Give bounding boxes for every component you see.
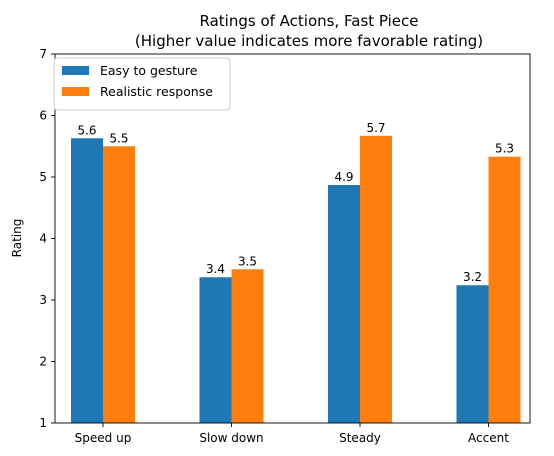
x-tick-label: Steady xyxy=(339,431,381,445)
y-tick-label: 2 xyxy=(39,355,47,369)
x-tick-label: Accent xyxy=(468,431,509,445)
bar-realistic-response xyxy=(231,269,264,423)
y-tick-label: 4 xyxy=(39,232,47,246)
bar-labels-group: 5.6 5.5 3.4 3.5 4.9 5.7 3.2 5.3 xyxy=(77,121,514,284)
x-tick-label: Speed up xyxy=(75,431,132,445)
bar-value-label: 5.7 xyxy=(366,121,385,135)
bar-realistic-response xyxy=(360,135,392,424)
bar-value-label: 3.4 xyxy=(206,262,225,276)
y-tick-label: 3 xyxy=(39,293,47,307)
legend-label-easy-to-gesture: Easy to gesture xyxy=(100,63,198,78)
bar-realistic-response xyxy=(103,146,135,423)
bar-value-label: 5.6 xyxy=(77,123,96,137)
bars-group xyxy=(71,135,521,424)
y-axis-label: Rating xyxy=(10,219,24,258)
chart-title: Ratings of Actions, Fast Piece xyxy=(200,12,419,30)
legend-swatch-easy-to-gesture xyxy=(62,66,89,75)
y-tick-label: 7 xyxy=(39,47,47,61)
bar-easy-to-gesture xyxy=(199,277,232,423)
bar-value-label: 4.9 xyxy=(334,170,353,184)
bar-realistic-response xyxy=(488,156,521,423)
bar-easy-to-gesture xyxy=(71,138,103,423)
bar-value-label: 3.2 xyxy=(463,270,482,284)
y-axis-ticks: 1 2 3 4 5 6 7 xyxy=(39,47,55,430)
bar-easy-to-gesture xyxy=(328,184,360,423)
legend-label-realistic-response: Realistic response xyxy=(100,84,213,99)
bar-easy-to-gesture xyxy=(456,285,489,423)
x-axis-ticks: Speed up Slow down Steady Accent xyxy=(75,423,509,445)
bar-value-label: 5.3 xyxy=(495,142,514,156)
legend-box xyxy=(53,57,231,111)
legend: Easy to gesture Realistic response xyxy=(53,57,231,111)
plot-frame xyxy=(54,53,531,424)
chart-subtitle: (Higher value indicates more favorable r… xyxy=(135,32,483,50)
bar-value-label: 5.5 xyxy=(109,131,128,145)
y-tick-label: 1 xyxy=(39,416,47,430)
y-tick-label: 5 xyxy=(39,170,47,184)
bar-value-label: 3.5 xyxy=(238,254,257,268)
x-tick-label: Slow down xyxy=(199,431,263,445)
legend-swatch-realistic-response xyxy=(62,87,89,96)
y-tick-label: 6 xyxy=(39,109,47,123)
